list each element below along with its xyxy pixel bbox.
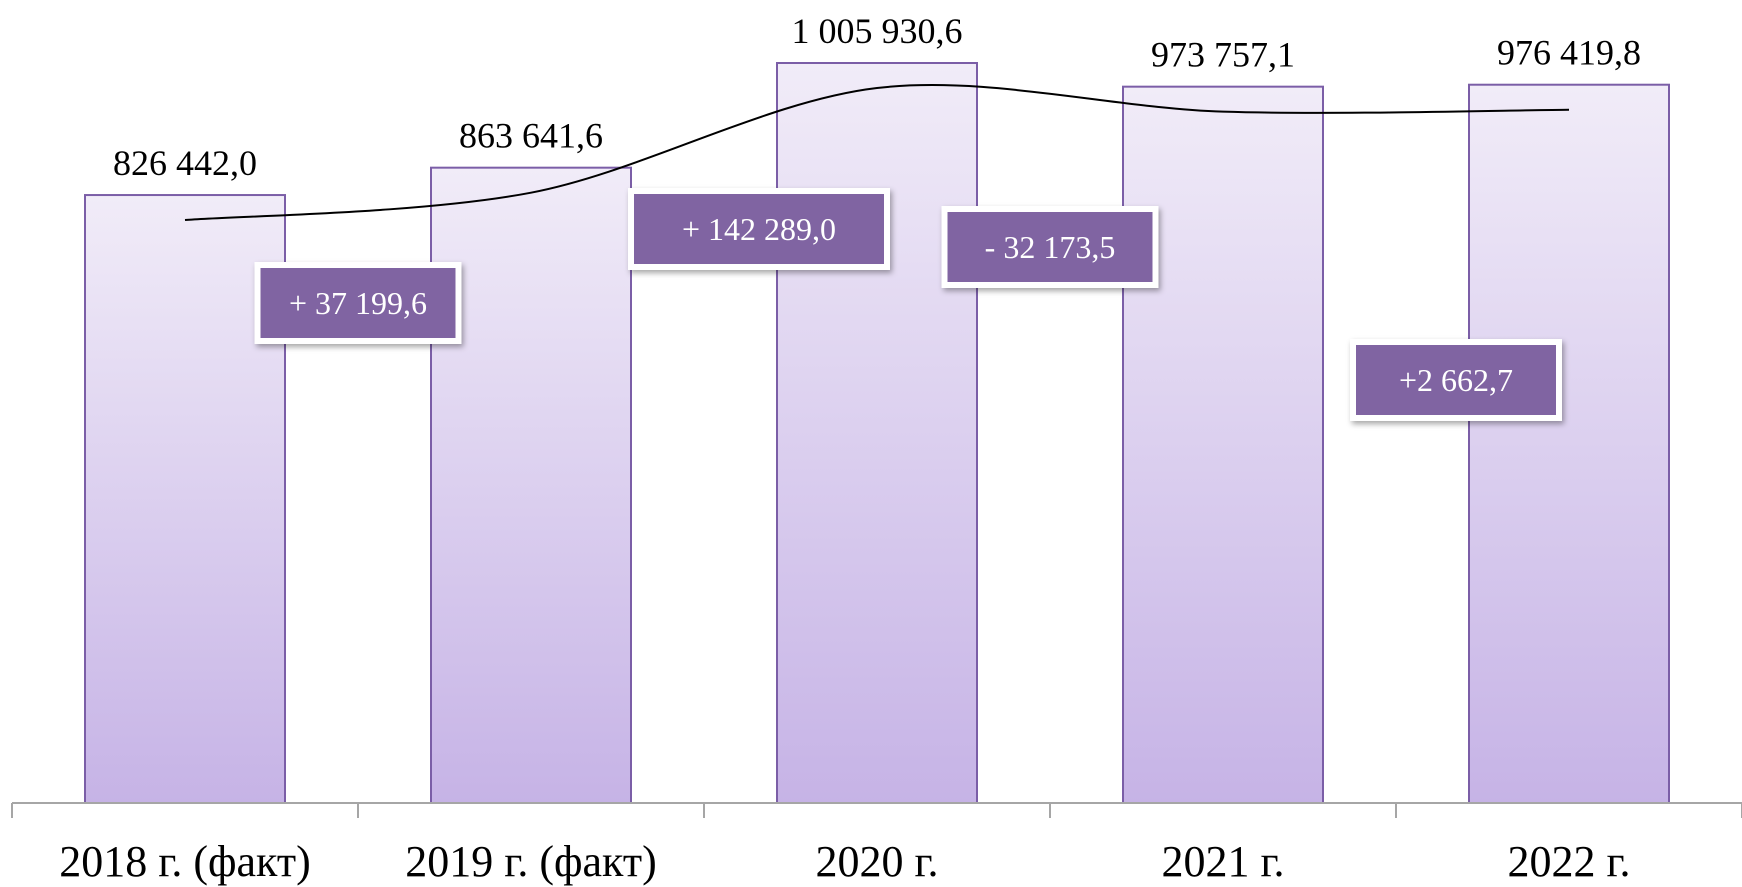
change-label-0: + 37 199,6 — [289, 285, 427, 321]
bar-1 — [430, 166, 632, 804]
change-label-1: + 142 289,0 — [682, 211, 836, 247]
change-box-3: +2 662,7 — [1350, 339, 1562, 421]
category-label-4: 2022 г. — [1507, 837, 1630, 886]
bar-4 — [1468, 83, 1670, 805]
bar-0 — [84, 194, 286, 804]
change-box-fill-0 — [260, 268, 456, 338]
value-label-2: 1 005 930,6 — [792, 11, 963, 51]
change-box-fill-1 — [634, 194, 884, 264]
category-label-1: 2019 г. (факт) — [405, 837, 656, 886]
change-box-0: + 37 199,6 — [254, 262, 462, 344]
category-label-3: 2021 г. — [1161, 837, 1284, 886]
change-label-2: - 32 173,5 — [985, 229, 1116, 265]
trend-line — [184, 84, 1570, 222]
bars-group — [84, 62, 1670, 805]
x-axis — [11, 802, 1742, 818]
bar-3 — [1122, 85, 1324, 804]
change-box-1: + 142 289,0 — [628, 188, 890, 270]
value-label-3: 973 757,1 — [1151, 35, 1295, 75]
change-box-fill-2 — [947, 212, 1153, 282]
category-labels-group: 2018 г. (факт) 2019 г. (факт) 2020 г. 2021 … — [59, 837, 1630, 886]
category-label-0: 2018 г. (факт) — [59, 837, 310, 886]
value-label-1: 863 641,6 — [459, 116, 603, 156]
change-box-fill-3 — [1356, 345, 1556, 415]
value-labels-group: 826 442,0 863 641,6 1 005 930,6 973 757,1 97… — [113, 11, 1641, 183]
change-boxes-group: + 37 199,6 + 142 289,0 - 32 173,5 +2 662,7 — [254, 188, 1562, 421]
value-label-4: 976 419,8 — [1497, 33, 1641, 73]
bar-2 — [776, 62, 978, 804]
change-box-2: - 32 173,5 — [941, 206, 1159, 288]
change-label-3: +2 662,7 — [1399, 362, 1513, 398]
value-label-0: 826 442,0 — [113, 143, 257, 183]
category-label-2: 2020 г. — [815, 837, 938, 886]
